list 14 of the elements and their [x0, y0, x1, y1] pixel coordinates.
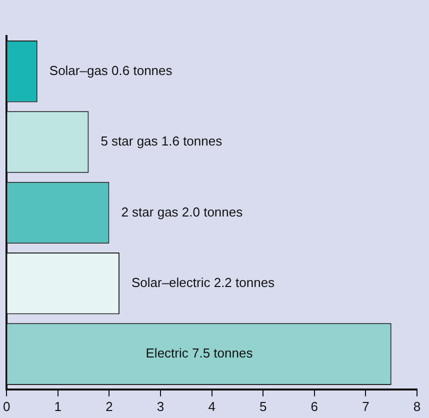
x-tick-label: 4	[208, 398, 216, 414]
data-label: Solar–gas 0.6 tonnes	[49, 62, 173, 78]
data-label: Solar–electric 2.2 tonnes	[131, 274, 276, 290]
x-tick-label: 7	[362, 398, 370, 414]
x-tick-label: 6	[310, 398, 318, 414]
x-tick-label: 1	[54, 398, 62, 414]
x-tick-label: 8	[413, 398, 421, 414]
data-label: Electric 7.5 tonnes	[146, 346, 254, 361]
data-label: 5 star gas 1.6 tonnes	[100, 134, 223, 149]
x-tick-label: 2	[106, 398, 113, 414]
x-tick-label: 0	[3, 398, 10, 414]
x-tick-label: 5	[259, 398, 267, 414]
x-tick-label: 3	[156, 398, 164, 414]
data-label: 2 star gas 2.0 tonnes	[121, 204, 244, 220]
